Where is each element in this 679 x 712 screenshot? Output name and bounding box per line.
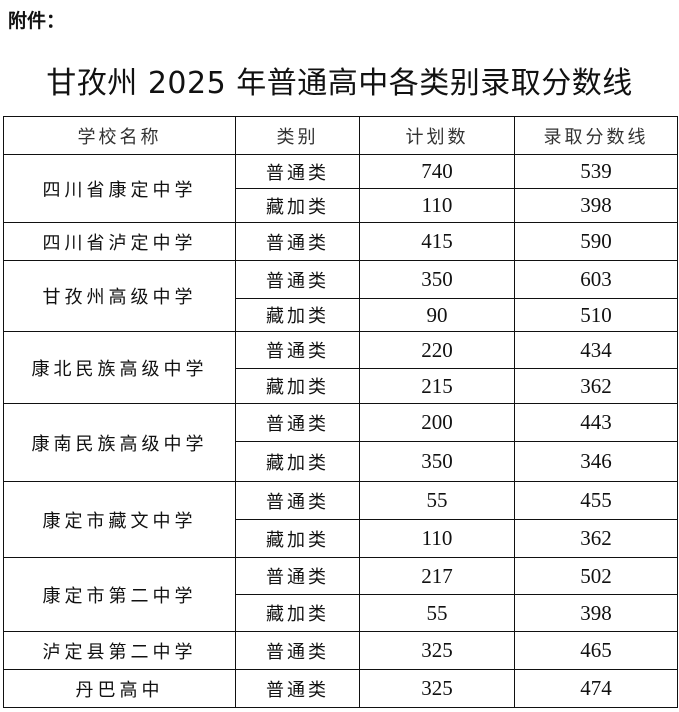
plan-cell: 217 [359,557,515,595]
category-cell: 藏加类 [235,594,360,632]
table-row: 康定市第二中学 普通类 217 502 [3,557,678,632]
plan-cell: 215 [359,368,515,404]
category-cell: 普通类 [235,403,360,442]
school-name: 泸定县第二中学 [3,631,236,670]
admission-score-table: 学校名称 类别 计划数 录取分数线 四川省康定中学 普通类 740 539 藏加类 110… [3,116,678,708]
score-cell: 443 [514,403,678,442]
table-header-row: 学校名称 类别 计划数 录取分数线 [3,116,678,155]
table-row: 康定市藏文中学 普通类 55 455 [3,481,678,558]
score-cell: 502 [514,557,678,595]
plan-cell: 110 [359,188,515,223]
header-score: 录取分数线 [514,116,678,155]
category-cell: 藏加类 [235,368,360,404]
plan-cell: 55 [359,594,515,632]
score-cell: 510 [514,298,678,332]
score-cell: 346 [514,441,678,482]
plan-cell: 740 [359,154,515,189]
table-row: 藏加类 90 510 [4,298,678,332]
school-name: 康定市第二中学 [3,557,236,632]
school-name: 康南民族高级中学 [3,403,236,482]
score-cell: 455 [514,481,678,520]
plan-cell: 220 [359,331,515,369]
score-cell: 398 [514,594,678,632]
category-cell: 藏加类 [235,188,360,223]
school-name: 康北民族高级中学 [3,331,236,404]
category-cell: 普通类 [235,331,360,369]
table-row: 藏加类 110 398 [4,188,678,223]
plan-cell: 200 [359,403,515,442]
table-row: 泸定县第二中学 普通类 325 465 [3,631,678,670]
plan-cell: 350 [359,441,515,482]
plan-cell: 415 [359,222,515,261]
category-cell: 普通类 [235,557,360,595]
table-row: 康南民族高级中学 普通类 200 443 [3,403,678,482]
table-row: 丹巴高中 普通类 325 474 [3,669,678,708]
plan-cell: 325 [359,631,515,670]
plan-cell: 350 [359,260,515,299]
category-cell: 普通类 [235,154,360,189]
score-cell: 539 [514,154,678,189]
plan-cell: 90 [359,298,515,332]
header-category: 类别 [235,116,360,155]
table-row: 藏加类 350 346 [4,441,678,482]
school-name: 康定市藏文中学 [3,481,236,558]
score-cell: 362 [514,368,678,404]
plan-cell: 55 [359,481,515,520]
table-row: 藏加类 55 398 [4,594,678,632]
school-name: 四川省康定中学 [3,154,236,223]
school-name: 丹巴高中 [3,669,236,708]
category-cell: 普通类 [235,222,360,261]
category-cell: 普通类 [235,260,360,299]
category-cell: 普通类 [235,631,360,670]
page-title: 甘孜州 2025 年普通高中各类别录取分数线 [46,66,633,101]
category-cell: 普通类 [235,669,360,708]
score-cell: 398 [514,188,678,223]
score-cell: 362 [514,519,678,558]
category-cell: 藏加类 [235,298,360,332]
table-row: 四川省康定中学 普通类 740 539 [3,154,678,223]
score-cell: 590 [514,222,678,261]
attachment-label: 附件： [8,10,66,32]
school-name: 四川省泸定中学 [3,222,236,261]
table-row: 甘孜州高级中学 普通类 350 603 [3,260,678,332]
header-school: 学校名称 [3,116,236,155]
header-plan: 计划数 [359,116,515,155]
table-row: 四川省泸定中学 普通类 415 590 [3,222,678,261]
category-cell: 藏加类 [235,519,360,558]
school-name: 甘孜州高级中学 [3,260,236,332]
category-cell: 普通类 [235,481,360,520]
score-cell: 465 [514,631,678,670]
table-row: 藏加类 110 362 [4,519,678,558]
category-cell: 藏加类 [235,441,360,482]
score-cell: 474 [514,669,678,708]
table-row: 康北民族高级中学 普通类 220 434 [3,331,678,404]
plan-cell: 325 [359,669,515,708]
score-cell: 603 [514,260,678,299]
score-cell: 434 [514,331,678,369]
plan-cell: 110 [359,519,515,558]
